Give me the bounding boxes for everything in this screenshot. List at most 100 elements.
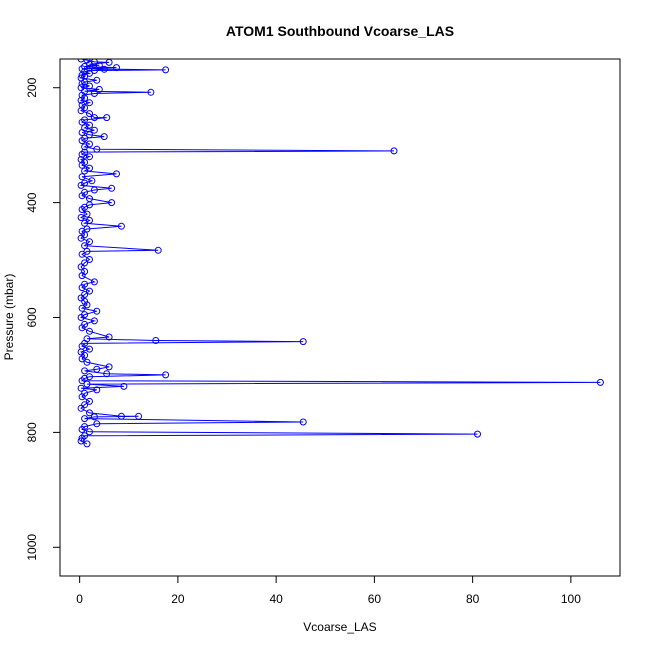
data-point [86, 327, 93, 335]
y-axis-label: Pressure (mbar) [2, 274, 16, 361]
x-axis-label: Vcoarse_LAS [303, 620, 376, 634]
data-point [83, 301, 91, 309]
data-point [299, 338, 307, 346]
data-point [117, 412, 125, 420]
data-point [77, 96, 85, 104]
data-point [86, 287, 93, 295]
data-point [95, 61, 103, 69]
data-point [78, 137, 86, 145]
data-point [78, 324, 86, 332]
data-point [93, 76, 101, 84]
data-point [83, 380, 91, 388]
data-point [93, 420, 101, 428]
data-point [108, 184, 116, 192]
data-point [86, 256, 93, 263]
data-point [86, 397, 93, 405]
data-point [86, 409, 93, 417]
data-point [88, 177, 96, 185]
data-point [81, 219, 89, 227]
data-point [86, 153, 93, 161]
data-point [77, 84, 85, 92]
data-point [78, 426, 86, 433]
data-point [77, 214, 85, 221]
data-point [596, 378, 604, 386]
data-point [78, 118, 86, 126]
data-point [90, 278, 98, 286]
y-tick-label: 800 [25, 422, 39, 442]
data-point [93, 365, 101, 373]
data-point [78, 284, 86, 292]
data-point [390, 147, 398, 155]
data-point [103, 370, 111, 378]
data-point [86, 345, 93, 353]
data-point [162, 66, 170, 74]
data-point [474, 430, 481, 438]
y-tick-label: 400 [25, 192, 39, 212]
series-line [79, 59, 601, 445]
data-point [86, 99, 93, 107]
data-point [93, 386, 101, 394]
data-point [78, 192, 86, 200]
data-point [86, 110, 93, 118]
data-point [81, 94, 89, 102]
data-point [78, 250, 86, 258]
data-point [86, 428, 93, 436]
data-point [77, 314, 85, 321]
data-point [81, 415, 89, 423]
data-point [78, 206, 86, 213]
data-point [86, 131, 93, 139]
data-point [90, 126, 98, 134]
data-point [90, 186, 98, 194]
data-point [100, 65, 108, 73]
data-point [78, 80, 86, 88]
data-point [299, 418, 307, 426]
data-point [77, 404, 85, 412]
data-point [78, 355, 86, 363]
data-point [86, 373, 93, 381]
data-point [147, 88, 155, 96]
y-tick-label: 1000 [25, 534, 39, 561]
data-point [83, 440, 91, 448]
y-tick-label: 200 [25, 77, 39, 97]
data-point [81, 401, 89, 409]
data-point [113, 64, 120, 72]
data-point [86, 238, 93, 246]
x-tick-label: 0 [76, 592, 83, 606]
data-point [81, 167, 89, 175]
plot-frame [59, 58, 621, 577]
data-point [78, 377, 86, 385]
data-point [93, 145, 101, 153]
data-point [117, 222, 125, 230]
data-point [100, 133, 108, 141]
data-point [78, 161, 86, 169]
data-point [90, 317, 98, 325]
x-tick-label: 20 [171, 592, 185, 606]
x-tick-label: 60 [368, 592, 382, 606]
data-point [93, 307, 101, 315]
x-tick-label: 40 [269, 592, 283, 606]
data-point [81, 259, 89, 267]
data-point [81, 367, 89, 375]
data-point [152, 337, 160, 344]
data-point [162, 371, 170, 379]
x-tick-label: 100 [561, 592, 581, 606]
data-point [78, 434, 86, 442]
data-point [77, 181, 85, 189]
data-point [81, 143, 89, 151]
data-point [90, 114, 98, 122]
x-tick-label: 80 [466, 592, 480, 606]
data-point [78, 272, 86, 280]
data-point [77, 263, 85, 271]
data-point [81, 179, 89, 187]
data-point [135, 412, 143, 420]
data-point [77, 384, 85, 392]
data-point [86, 82, 93, 90]
data-point [78, 150, 86, 158]
data-point [81, 291, 89, 298]
data-point [113, 170, 120, 178]
data-point [90, 90, 98, 97]
chart-title: ATOM1 Southbound Vcoarse_LAS [226, 23, 454, 39]
data-point [103, 114, 111, 122]
data-point [120, 382, 128, 390]
